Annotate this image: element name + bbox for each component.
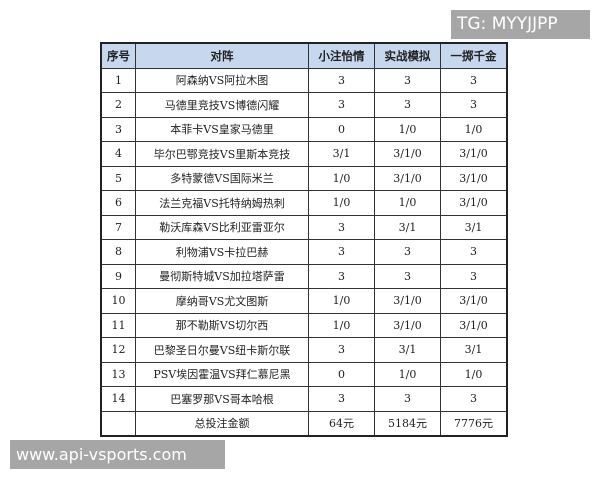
table-row: 9 曼彻斯特城VS加拉塔萨雷 3 3 3 (100, 263, 508, 289)
total-label: 总投注金额 (135, 410, 309, 437)
cell-simulation: 1/0 (374, 116, 441, 142)
cell-big-bet: 3/1/0 (440, 141, 508, 167)
table-row: 7 勒沃库森VS比利亚雷亚尔 3 3/1 3/1 (100, 214, 508, 240)
table-row: 11 那不勒斯VS切尔西 1/0 3/1/0 3/1/0 (100, 312, 508, 338)
watermark-top: TG: MYYJJPP (451, 10, 590, 39)
table-row: 2 马德里竞技VS博德闪耀 3 3 3 (100, 92, 508, 118)
cell-simulation: 1/0 (374, 190, 441, 216)
cell-simulation: 3 (374, 386, 441, 412)
cell-match: 利物浦VS卡拉巴赫 (135, 239, 309, 265)
cell-index: 2 (100, 92, 136, 118)
cell-match: 马德里竞技VS博德闪耀 (135, 92, 309, 118)
cell-small-bet: 1/0 (308, 288, 375, 314)
table-row: 5 多特蒙德VS国际米兰 1/0 3/1/0 3/1/0 (100, 165, 508, 191)
table-row: 3 本菲卡VS皇家马德里 0 1/0 1/0 (100, 116, 508, 142)
table-row: 1 阿森纳VS阿拉木图 3 3 3 (100, 67, 508, 93)
cell-simulation: 3/1/0 (374, 288, 441, 314)
cell-match: 巴塞罗那VS哥本哈根 (135, 386, 309, 412)
cell-match: 勒沃库森VS比利亚雷亚尔 (135, 214, 309, 240)
cell-simulation: 3/1 (374, 337, 441, 363)
cell-simulation: 3 (374, 92, 441, 118)
table-row: 6 法兰克福VS托特纳姆热刺 1/0 1/0 3/1/0 (100, 190, 508, 216)
cell-index: 4 (100, 141, 136, 167)
cell-small-bet: 0 (308, 361, 375, 387)
betting-table: 序号 对阵 小注怡情 实战模拟 一掷千金 1 阿森纳VS阿拉木图 3 3 3 2 马德里竞技VS博德… (100, 42, 508, 437)
watermark-bottom: www.api-vsports.com (10, 440, 225, 469)
cell-big-bet: 3 (440, 239, 508, 265)
total-small-bet: 64元 (308, 410, 375, 437)
cell-match: 毕尔巴鄂竞技VS里斯本竞技 (135, 141, 309, 167)
header-small-bet: 小注怡情 (308, 42, 375, 69)
cell-big-bet: 3 (440, 67, 508, 93)
table-row: 13 PSV埃因霍温VS拜仁慕尼黑 0 1/0 1/0 (100, 361, 508, 387)
cell-small-bet: 1/0 (308, 312, 375, 338)
cell-empty (100, 410, 136, 437)
cell-index: 12 (100, 337, 136, 363)
cell-big-bet: 3 (440, 386, 508, 412)
cell-simulation: 3/1/0 (374, 312, 441, 338)
total-row: 总投注金额 64元 5184元 7776元 (100, 410, 508, 437)
cell-index: 3 (100, 116, 136, 142)
cell-index: 11 (100, 312, 136, 338)
cell-small-bet: 3 (308, 67, 375, 93)
cell-big-bet: 3/1 (440, 214, 508, 240)
table-row: 10 摩纳哥VS尤文图斯 1/0 3/1/0 3/1/0 (100, 288, 508, 314)
cell-small-bet: 0 (308, 116, 375, 142)
cell-small-bet: 3 (308, 263, 375, 289)
table-row: 12 巴黎圣日尔曼VS纽卡斯尔联 3 3/1 3/1 (100, 337, 508, 363)
cell-index: 13 (100, 361, 136, 387)
header-match: 对阵 (135, 42, 309, 69)
cell-match: 本菲卡VS皇家马德里 (135, 116, 309, 142)
cell-index: 7 (100, 214, 136, 240)
cell-match: 摩纳哥VS尤文图斯 (135, 288, 309, 314)
cell-big-bet: 3/1 (440, 337, 508, 363)
cell-simulation: 3/1 (374, 214, 441, 240)
cell-index: 9 (100, 263, 136, 289)
cell-simulation: 3/1/0 (374, 141, 441, 167)
table-row: 14 巴塞罗那VS哥本哈根 3 3 3 (100, 386, 508, 412)
cell-match: 多特蒙德VS国际米兰 (135, 165, 309, 191)
cell-small-bet: 3 (308, 239, 375, 265)
cell-match: 巴黎圣日尔曼VS纽卡斯尔联 (135, 337, 309, 363)
cell-small-bet: 3 (308, 386, 375, 412)
cell-match: 阿森纳VS阿拉木图 (135, 67, 309, 93)
cell-simulation: 3/1/0 (374, 165, 441, 191)
table-row: 8 利物浦VS卡拉巴赫 3 3 3 (100, 239, 508, 265)
cell-simulation: 1/0 (374, 361, 441, 387)
cell-small-bet: 1/0 (308, 190, 375, 216)
cell-small-bet: 3/1 (308, 141, 375, 167)
table-row: 4 毕尔巴鄂竞技VS里斯本竞技 3/1 3/1/0 3/1/0 (100, 141, 508, 167)
cell-big-bet: 3/1/0 (440, 190, 508, 216)
cell-big-bet: 3 (440, 92, 508, 118)
total-simulation: 5184元 (374, 410, 441, 437)
header-big-bet: 一掷千金 (440, 42, 508, 69)
cell-big-bet: 3/1/0 (440, 288, 508, 314)
cell-big-bet: 1/0 (440, 361, 508, 387)
cell-match: PSV埃因霍温VS拜仁慕尼黑 (135, 361, 309, 387)
cell-small-bet: 3 (308, 337, 375, 363)
cell-simulation: 3 (374, 67, 441, 93)
cell-index: 5 (100, 165, 136, 191)
cell-match: 曼彻斯特城VS加拉塔萨雷 (135, 263, 309, 289)
header-simulation: 实战模拟 (374, 42, 441, 69)
cell-small-bet: 3 (308, 92, 375, 118)
cell-big-bet: 3 (440, 263, 508, 289)
header-index: 序号 (100, 42, 136, 69)
cell-index: 14 (100, 386, 136, 412)
cell-index: 6 (100, 190, 136, 216)
cell-small-bet: 1/0 (308, 165, 375, 191)
table-header: 序号 对阵 小注怡情 实战模拟 一掷千金 (100, 42, 508, 69)
cell-big-bet: 1/0 (440, 116, 508, 142)
cell-simulation: 3 (374, 239, 441, 265)
cell-match: 法兰克福VS托特纳姆热刺 (135, 190, 309, 216)
cell-match: 那不勒斯VS切尔西 (135, 312, 309, 338)
cell-small-bet: 3 (308, 214, 375, 240)
total-big-bet: 7776元 (440, 410, 508, 437)
cell-index: 10 (100, 288, 136, 314)
cell-index: 1 (100, 67, 136, 93)
cell-big-bet: 3/1/0 (440, 165, 508, 191)
cell-big-bet: 3/1/0 (440, 312, 508, 338)
cell-index: 8 (100, 239, 136, 265)
cell-simulation: 3 (374, 263, 441, 289)
